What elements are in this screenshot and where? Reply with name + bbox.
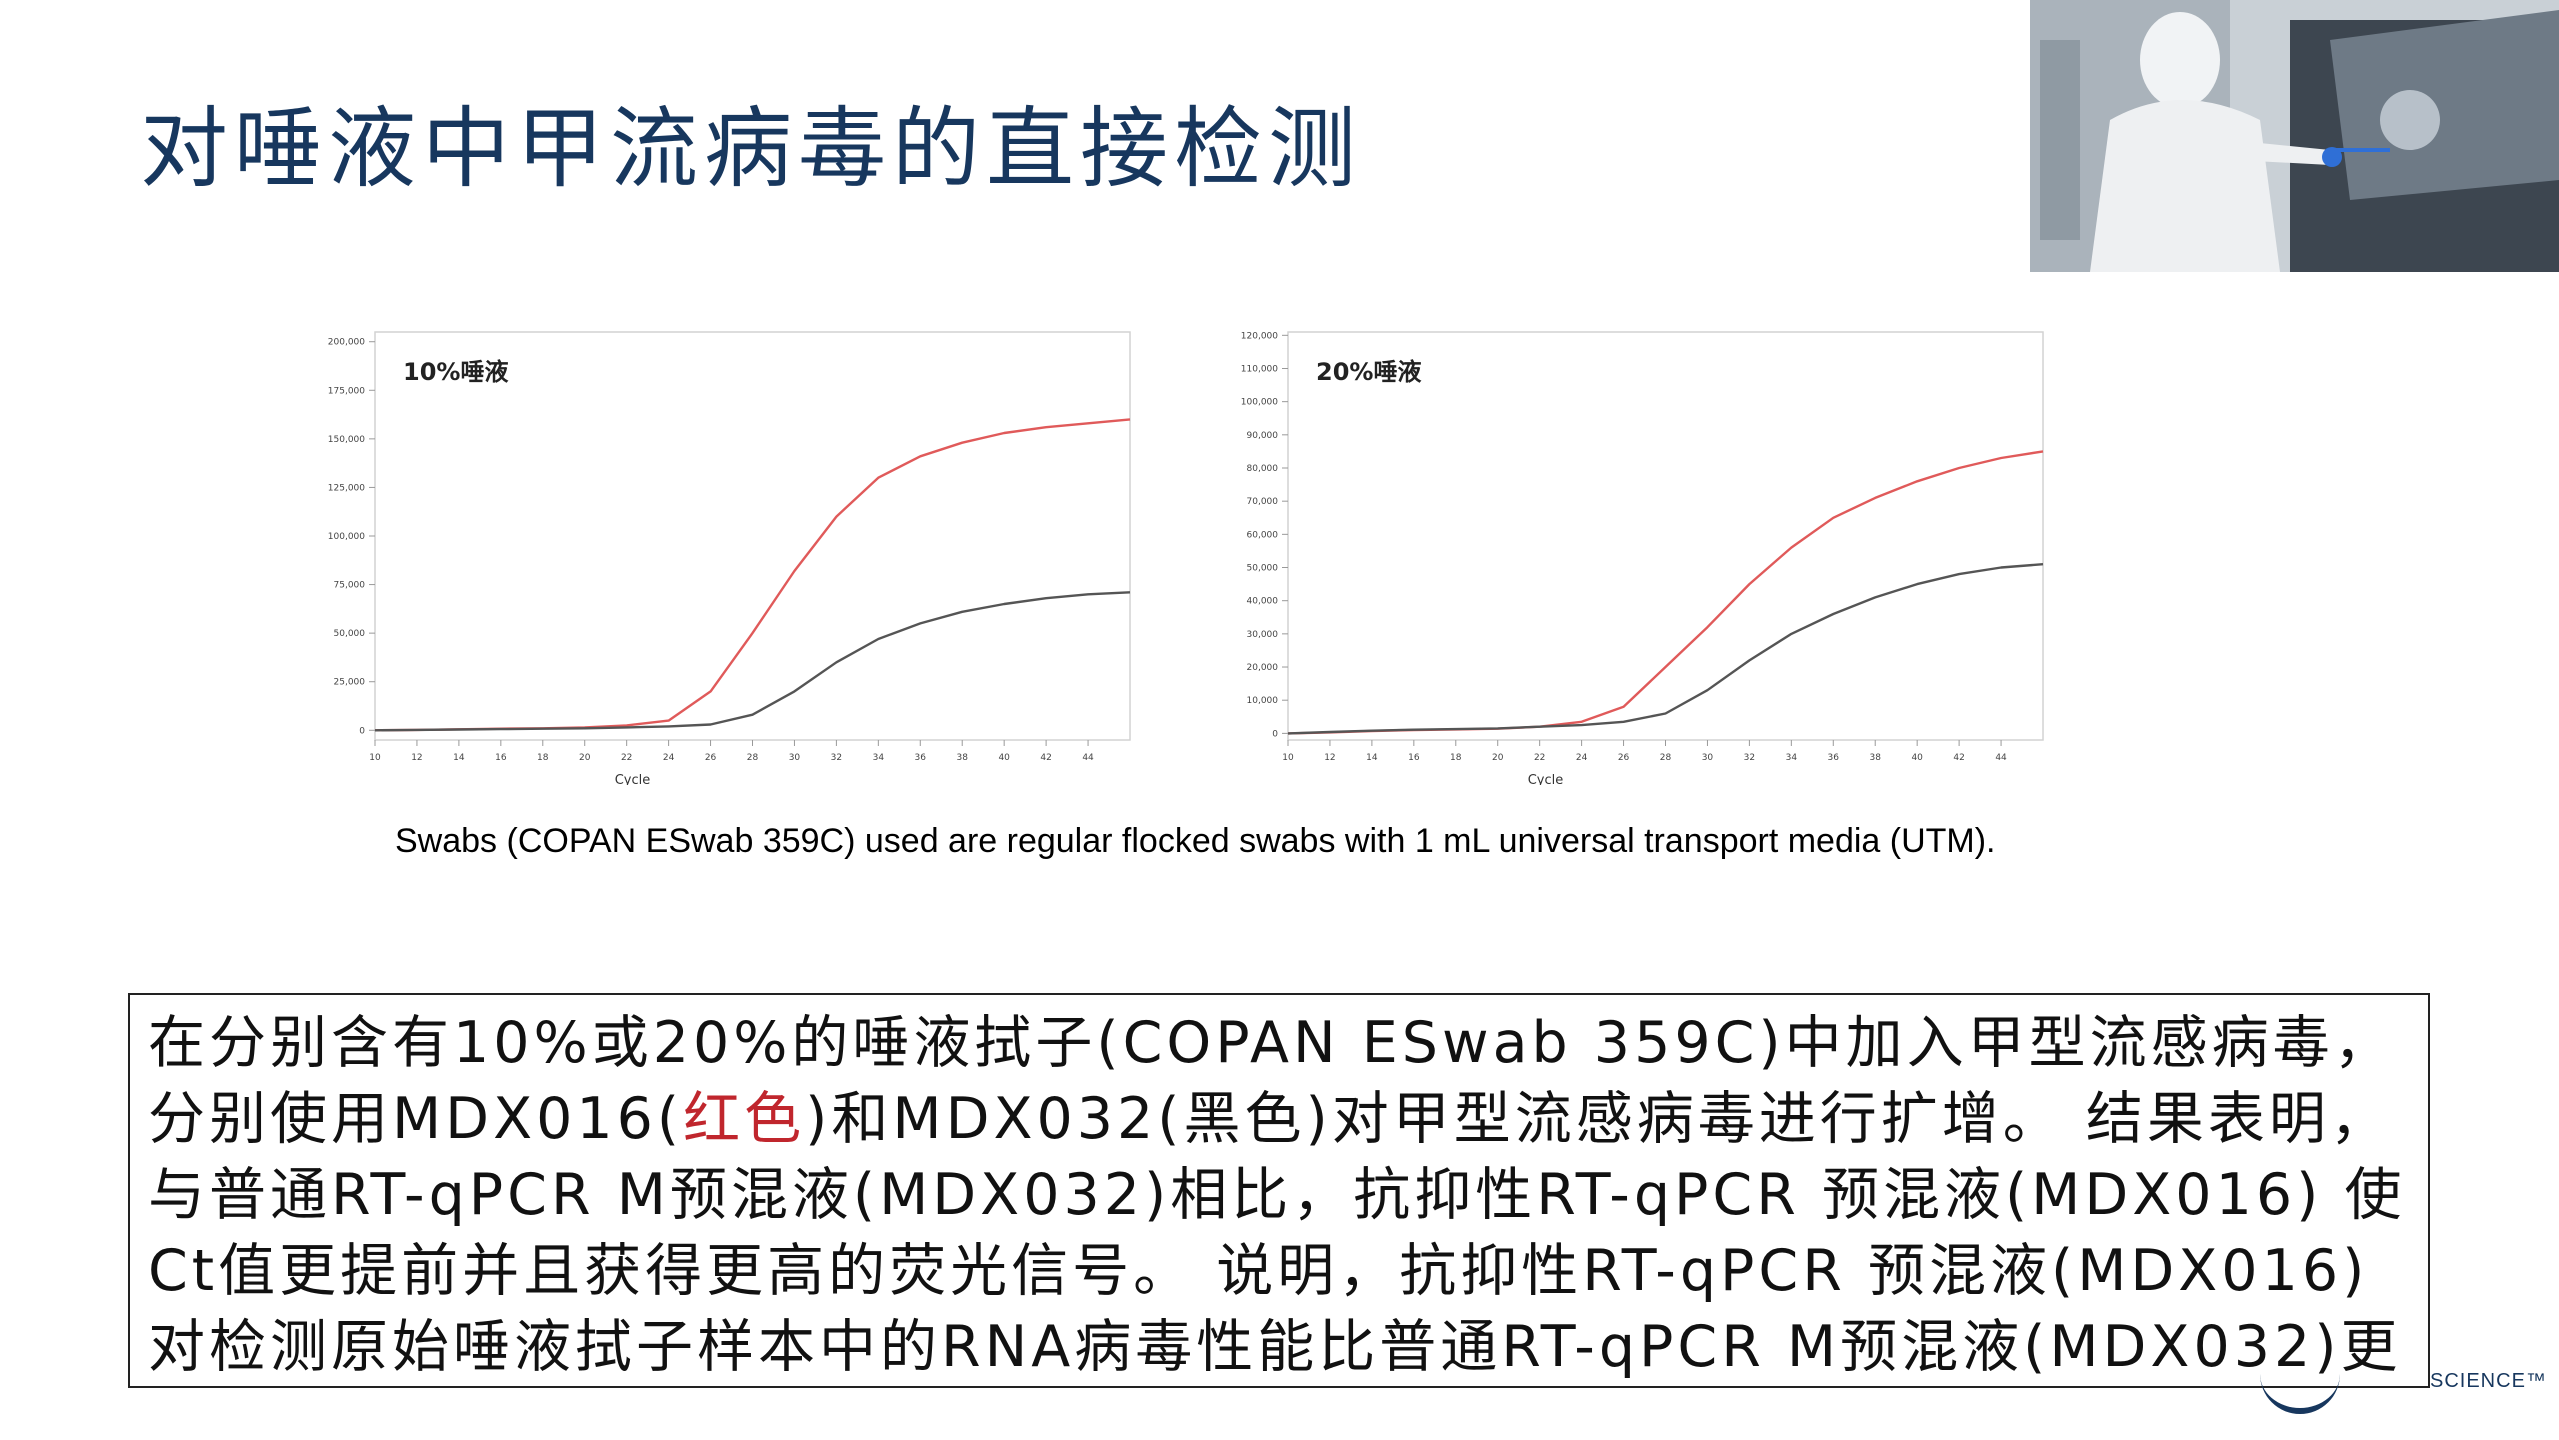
x-tick-label: 40 xyxy=(1911,753,1923,763)
photo-illustration xyxy=(2030,0,2559,272)
y-tick-label: 80,000 xyxy=(1247,464,1279,474)
swab-caption: Swabs (COPAN ESwab 359C) used are regula… xyxy=(395,822,1996,860)
x-tick-label: 38 xyxy=(956,753,968,763)
x-tick-label: 36 xyxy=(1828,753,1840,763)
x-tick-label: 32 xyxy=(1744,753,1755,763)
x-tick-label: 16 xyxy=(495,753,507,763)
y-tick-label: 120,000 xyxy=(1241,331,1278,341)
x-tick-label: 20 xyxy=(579,753,591,763)
x-tick-label: 14 xyxy=(1366,753,1378,763)
y-tick-label: 100,000 xyxy=(1241,398,1278,408)
description-red-word: 红色 xyxy=(683,1086,806,1152)
y-tick-label: 110,000 xyxy=(1241,364,1278,374)
x-tick-label: 42 xyxy=(1953,753,1964,763)
x-tick-label: 12 xyxy=(1324,753,1335,763)
x-tick-label: 12 xyxy=(411,753,422,763)
y-tick-label: 0 xyxy=(359,726,365,736)
chart-10pct-svg: 0 25,000 50,000 75,000 100,000 125,000 150,000… xyxy=(328,331,1131,785)
y-tick-label: 70,000 xyxy=(1247,497,1279,507)
x-tick-label: 30 xyxy=(1702,753,1714,763)
chart-title: 20%唾液 xyxy=(1316,358,1421,386)
description-part-1: 在分别含有10%或20%的唾液拭子(COPAN ESwab 359C)中加入甲型… xyxy=(148,1010,2395,1152)
x-tick-label: 32 xyxy=(831,753,842,763)
x-tick-label: 22 xyxy=(1534,753,1545,763)
x-tick-label: 16 xyxy=(1408,753,1420,763)
x-tick-label: 24 xyxy=(1576,753,1588,763)
y-tick-label: 20,000 xyxy=(1247,663,1279,673)
plot-frame xyxy=(374,331,1131,741)
x-tick-label: 26 xyxy=(705,753,717,763)
x-tick-label: 10 xyxy=(1282,753,1294,763)
series-line-mdx016 xyxy=(1287,450,2044,735)
x-tick-label: 40 xyxy=(998,753,1010,763)
x-axis-label: Cycle xyxy=(1528,773,1564,785)
chart-20pct-saliva: 0 10,000 20,000 30,000 40,000 50,000 60,000 70,… xyxy=(1228,320,2058,785)
x-axis-label: Cycle xyxy=(615,773,651,785)
y-tick-label: 150,000 xyxy=(328,435,365,445)
x-tick-label: 34 xyxy=(1786,753,1798,763)
logo-arc-icon xyxy=(2260,1370,2340,1414)
x-tick-label: 28 xyxy=(1660,753,1672,763)
chart-10pct-saliva: 0 25,000 50,000 75,000 100,000 125,000 150,000… xyxy=(315,320,1140,785)
chart-title: 10%唾液 xyxy=(403,358,508,386)
y-tick-label: 60,000 xyxy=(1247,530,1279,540)
result-description: 在分别含有10%或20%的唾液拭子(COPAN ESwab 359C)中加入甲型… xyxy=(128,993,2430,1388)
slide-title: 对唾液中甲流病毒的直接检测 xyxy=(140,97,1363,200)
y-tick-label: 200,000 xyxy=(328,338,365,348)
y-tick-label: 125,000 xyxy=(328,483,365,493)
chart-20pct-svg: 0 10,000 20,000 30,000 40,000 50,000 60,000 70,… xyxy=(1241,331,2044,785)
y-tick-label: 30,000 xyxy=(1247,630,1279,640)
y-tick-label: 50,000 xyxy=(1247,564,1279,574)
series-line-mdx016 xyxy=(374,418,1131,732)
logo-text: SCIENCE™ xyxy=(2430,1370,2547,1392)
y-tick-label: 50,000 xyxy=(334,629,366,639)
x-tick-label: 38 xyxy=(1869,753,1881,763)
x-tick-label: 28 xyxy=(747,753,759,763)
x-tick-label: 26 xyxy=(1618,753,1630,763)
x-tick-label: 44 xyxy=(1995,753,2007,763)
series-line-mdx032 xyxy=(374,591,1131,732)
company-logo: SCIENCE™ xyxy=(2240,1370,2546,1420)
x-tick-label: 24 xyxy=(663,753,675,763)
y-tick-label: 10,000 xyxy=(1247,696,1279,706)
x-tick-label: 44 xyxy=(1082,753,1094,763)
plot-frame xyxy=(1287,331,2044,741)
y-tick-label: 25,000 xyxy=(334,678,366,688)
x-tick-label: 20 xyxy=(1492,753,1504,763)
y-tick-label: 100,000 xyxy=(328,532,365,542)
x-tick-label: 18 xyxy=(1450,753,1462,763)
x-tick-label: 10 xyxy=(369,753,381,763)
x-tick-label: 18 xyxy=(537,753,549,763)
x-tick-label: 30 xyxy=(789,753,801,763)
series-line-mdx032 xyxy=(1287,563,2044,735)
y-tick-label: 40,000 xyxy=(1247,597,1279,607)
y-tick-label: 75,000 xyxy=(334,581,366,591)
y-tick-label: 0 xyxy=(1272,729,1278,739)
description-part-2: )和MDX032(黑色)对甲型流感病毒进行扩增。 结果表明，与普通RT-qPCR… xyxy=(148,1086,2406,1380)
y-tick-label: 175,000 xyxy=(328,386,365,396)
x-tick-label: 42 xyxy=(1040,753,1051,763)
y-tick-label: 90,000 xyxy=(1247,431,1279,441)
x-tick-label: 14 xyxy=(453,753,465,763)
x-tick-label: 36 xyxy=(915,753,927,763)
x-tick-label: 22 xyxy=(621,753,632,763)
x-tick-label: 34 xyxy=(873,753,885,763)
testing-photo xyxy=(2030,0,2559,272)
